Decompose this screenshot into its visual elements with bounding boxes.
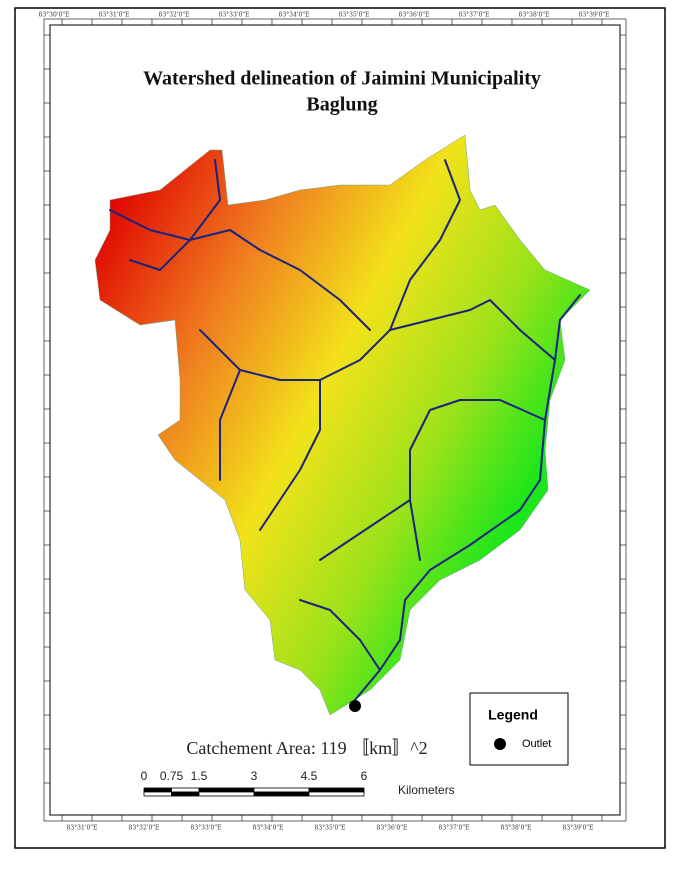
title-line-1: Watershed delineation of Jaimini Municip… [143, 68, 541, 90]
longitude-label: 83°32'0"E [129, 825, 160, 832]
outlet-point [349, 700, 361, 712]
stream [259, 379, 321, 531]
longitude-label: 83°36'0"E [399, 12, 430, 19]
legend-symbol [494, 738, 506, 750]
scale-label: 0 [141, 769, 148, 783]
stream [319, 499, 411, 561]
longitude-label: 83°32'0"E [159, 12, 190, 19]
longitude-label: 83°35'0"E [339, 12, 370, 19]
stream [219, 369, 241, 481]
scale-segment [308, 787, 365, 793]
longitude-label: 83°31'0"E [67, 825, 98, 832]
scale-segment [253, 791, 310, 797]
scale-segment [143, 791, 172, 797]
longitude-label: 83°36'0"E [377, 825, 408, 832]
scale-segment [308, 791, 365, 797]
longitude-label: 83°33'0"E [219, 12, 250, 19]
legend-box [469, 692, 569, 766]
main-stream [354, 294, 581, 701]
frame-ticks [44, 19, 626, 821]
watershed [94, 134, 591, 716]
legend-label: Outlet [522, 738, 551, 750]
scale-label: 1.5 [191, 769, 208, 783]
stream [129, 239, 191, 271]
scale-label: 4.5 [301, 769, 318, 783]
scale-bar: 0 0.75 1.5 3 4.5 6 [141, 769, 368, 797]
longitude-label: 83°30'0"E [39, 12, 70, 19]
scale-label: 6 [361, 769, 368, 783]
longitude-label: 83°35'0"E [315, 825, 346, 832]
scale-segment [171, 787, 200, 793]
stream [389, 159, 461, 331]
longitude-label: 83°34'0"E [279, 12, 310, 19]
scale-label: 0.75 [160, 769, 184, 783]
longitude-label: 83°34'0"E [253, 825, 284, 832]
longitude-label: 83°38'0"E [519, 12, 550, 19]
legend-title: Legend [488, 707, 538, 723]
stream [189, 229, 371, 331]
stream [299, 599, 381, 671]
scale-segment [143, 787, 172, 793]
longitude-label: 83°37'0"E [439, 825, 470, 832]
graticule-frame [43, 18, 627, 822]
longitude-label: 83°37'0"E [459, 12, 490, 19]
scale-segment [171, 791, 200, 797]
scale-unit: Kilometers [398, 783, 455, 797]
longitude-label: 83°39'0"E [579, 12, 610, 19]
scale-segment [198, 791, 255, 797]
longitude-label: 83°38'0"E [501, 825, 532, 832]
scale-segment [198, 787, 255, 793]
scale-segment [253, 787, 310, 793]
scale-label: 3 [251, 769, 258, 783]
title-line-2: Baglung [306, 94, 377, 116]
longitude-label: 83°33'0"E [191, 825, 222, 832]
map-frame [49, 24, 621, 816]
outer-frame [14, 7, 666, 849]
longitude-label: 83°39'0"E [563, 825, 594, 832]
catchment-area: Catchement Area: 119 〚km〛^2 [186, 738, 427, 758]
longitude-label: 83°31'0"E [99, 12, 130, 19]
streams [109, 159, 581, 701]
